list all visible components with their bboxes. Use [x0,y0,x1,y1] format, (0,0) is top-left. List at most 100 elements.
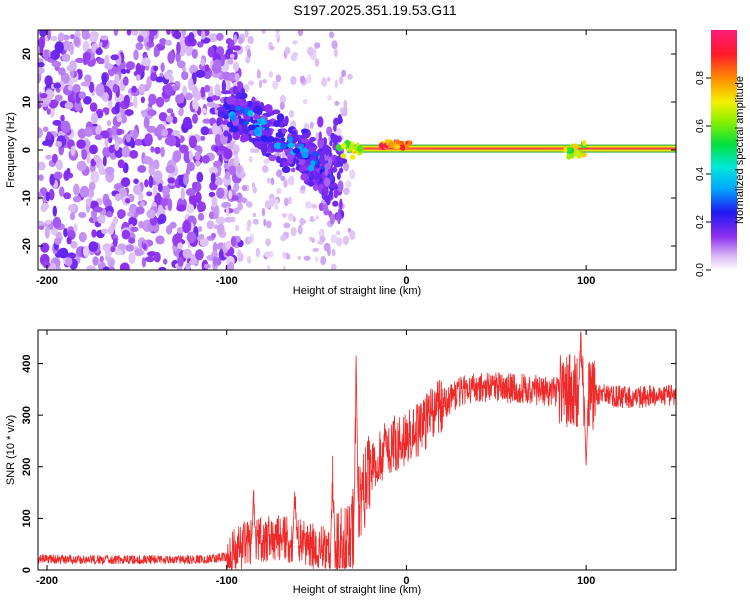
heatmap-cell [60,114,65,122]
heatmap-cell [229,39,235,47]
heatmap-cell [73,223,78,233]
heatmap-cell [356,145,363,153]
heatmap-cell [263,158,270,165]
heatmap-cell [401,144,406,151]
heatmap-cell [297,224,303,235]
heatmap-cell [155,235,165,245]
heatmap-cell [180,187,185,201]
heatmap-cell [337,180,344,193]
spectrogram-y-tick-label: -10 [21,190,33,206]
heatmap-cell [252,212,256,218]
heatmap-cell [319,154,324,165]
heatmap-cell [309,236,314,241]
heatmap-cell [336,237,343,247]
heatmap-cell [61,53,71,62]
colorbar-ticks: 0.0 0.2 0.4 0.6 0.8 [695,71,711,277]
heatmap-cell [335,144,341,150]
heatmap-cell [288,196,292,205]
colorbar-tick-label: 0.0 [695,263,706,277]
heatmap-cell [182,85,188,96]
heatmap-cell [186,231,197,243]
heatmap-cell [327,77,331,82]
heatmap-cell [325,145,329,157]
heatmap-cell [212,256,218,266]
heatmap-cell [185,188,196,197]
heatmap-cell [93,206,103,213]
heatmap-cell [131,85,137,93]
heatmap-cell [148,32,154,45]
heatmap-cell [213,160,222,168]
heatmap-cell [39,93,48,99]
heatmap-cell [153,159,160,170]
heatmap-cell [229,195,239,201]
heatmap-cell [125,134,131,143]
heatmap-cell [310,121,314,129]
heatmap-cell [95,48,103,55]
heatmap-cell [152,185,158,196]
snr-x-tick-label: 100 [577,575,595,587]
heatmap-cell [269,197,276,207]
heatmap-cell [264,251,271,258]
heatmap-cell [88,181,96,191]
heatmap-cell [230,126,239,133]
heatmap-cell [225,105,232,110]
heatmap-cell [153,45,158,58]
heatmap-cell [38,67,45,74]
heatmap-cell [276,113,285,122]
heatmap-cell [38,224,45,230]
heatmap-cell [297,255,302,261]
heatmap-cell [55,87,61,93]
heatmap-cell [44,226,50,239]
spectrogram-y-axis-label: Frequency (Hz) [5,112,17,188]
heatmap-cell [292,216,296,223]
heatmap-cell [88,241,99,252]
heatmap-cell [82,51,92,62]
heatmap-cell [130,226,139,232]
heatmap-cell [248,124,256,131]
heatmap-cell [101,72,108,86]
heatmap-cell [58,32,65,41]
heatmap-cell [247,255,252,264]
heatmap-cell [254,140,259,148]
heatmap-cell [161,185,171,195]
heatmap-cell [160,62,165,73]
heatmap-cell [251,182,255,189]
heatmap-cell [98,41,103,47]
heatmap-cell [138,83,146,95]
heatmap-cell [63,227,68,238]
colorbar-tick-label: 0.8 [695,71,706,85]
heatmap-cell [134,138,144,146]
heatmap-cell [309,154,314,160]
heatmap-cell [166,108,174,114]
heatmap-cell [166,30,171,35]
heatmap-cell [233,34,238,44]
heatmap-cell [195,249,204,261]
heatmap-cell [104,63,114,70]
heatmap-cell [287,213,295,222]
heatmap-cell [157,183,163,193]
heatmap-cell [223,114,229,120]
heatmap-cell [313,47,317,55]
heatmap-cell [55,140,63,148]
heatmap-cell [137,165,147,173]
heatmap-cell [317,116,324,128]
heatmap-cell [38,174,44,182]
spectrogram-x-tick-label: 0 [403,275,409,287]
heatmap-cell [150,146,155,153]
heatmap-cell [266,136,276,143]
heatmap-cell [309,169,314,179]
heatmap-cell [176,227,185,234]
heatmap-cell [197,212,205,221]
heatmap-cell [287,142,296,148]
snr-series-line [38,331,676,570]
heatmap-cell [186,161,195,172]
heatmap-cell [199,237,209,247]
heatmap-cell [163,258,168,265]
heatmap-cell [334,79,338,89]
heatmap-cell [193,145,202,151]
heatmap-cell [44,75,53,87]
chart-title: S197.2025.351.19.53.G11 [293,2,457,18]
heatmap-cell [140,201,145,207]
heatmap-cell [117,209,126,219]
